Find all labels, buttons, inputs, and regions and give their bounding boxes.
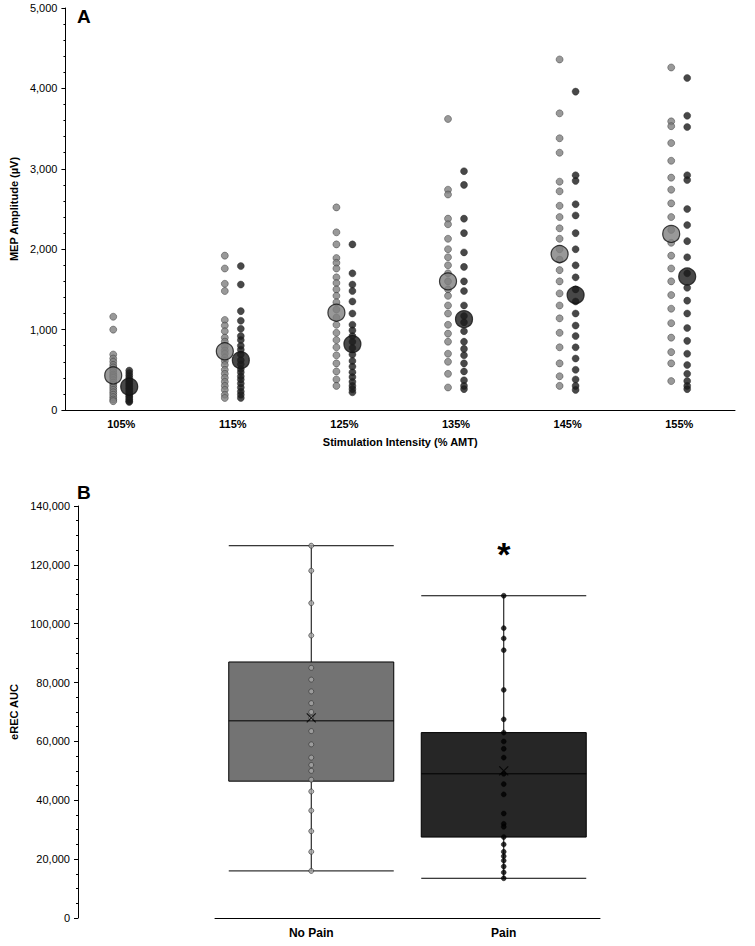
svg-text:100,000: 100,000 [30,618,70,630]
svg-text:MEP Amplitude (µV): MEP Amplitude (µV) [8,157,20,261]
svg-text:1,000: 1,000 [30,324,58,336]
svg-text:60,000: 60,000 [36,735,70,747]
svg-text:Pain: Pain [491,926,516,940]
svg-text:80,000: 80,000 [36,677,70,689]
svg-text:155%: 155% [665,418,693,430]
svg-text:2,000: 2,000 [30,243,58,255]
svg-text:*: * [497,535,511,573]
svg-text:3,000: 3,000 [30,163,58,175]
svg-text:115%: 115% [219,418,247,430]
svg-text:145%: 145% [554,418,582,430]
svg-text:Stimulation Intensity (% AMT): Stimulation Intensity (% AMT) [323,436,478,448]
svg-text:5,000: 5,000 [30,2,58,14]
svg-text:125%: 125% [330,418,358,430]
svg-text:20,000: 20,000 [36,853,70,865]
svg-text:B: B [77,482,91,503]
svg-text:4,000: 4,000 [30,82,58,94]
svg-text:eREC AUC: eREC AUC [8,684,20,740]
svg-text:120,000: 120,000 [30,559,70,571]
svg-text:0: 0 [51,404,57,416]
svg-text:140,000: 140,000 [30,500,70,512]
svg-text:40,000: 40,000 [36,794,70,806]
svg-text:135%: 135% [442,418,470,430]
svg-text:No Pain: No Pain [289,926,334,940]
svg-text:0: 0 [64,912,70,924]
svg-text:105%: 105% [107,418,135,430]
svg-text:A: A [77,6,91,27]
